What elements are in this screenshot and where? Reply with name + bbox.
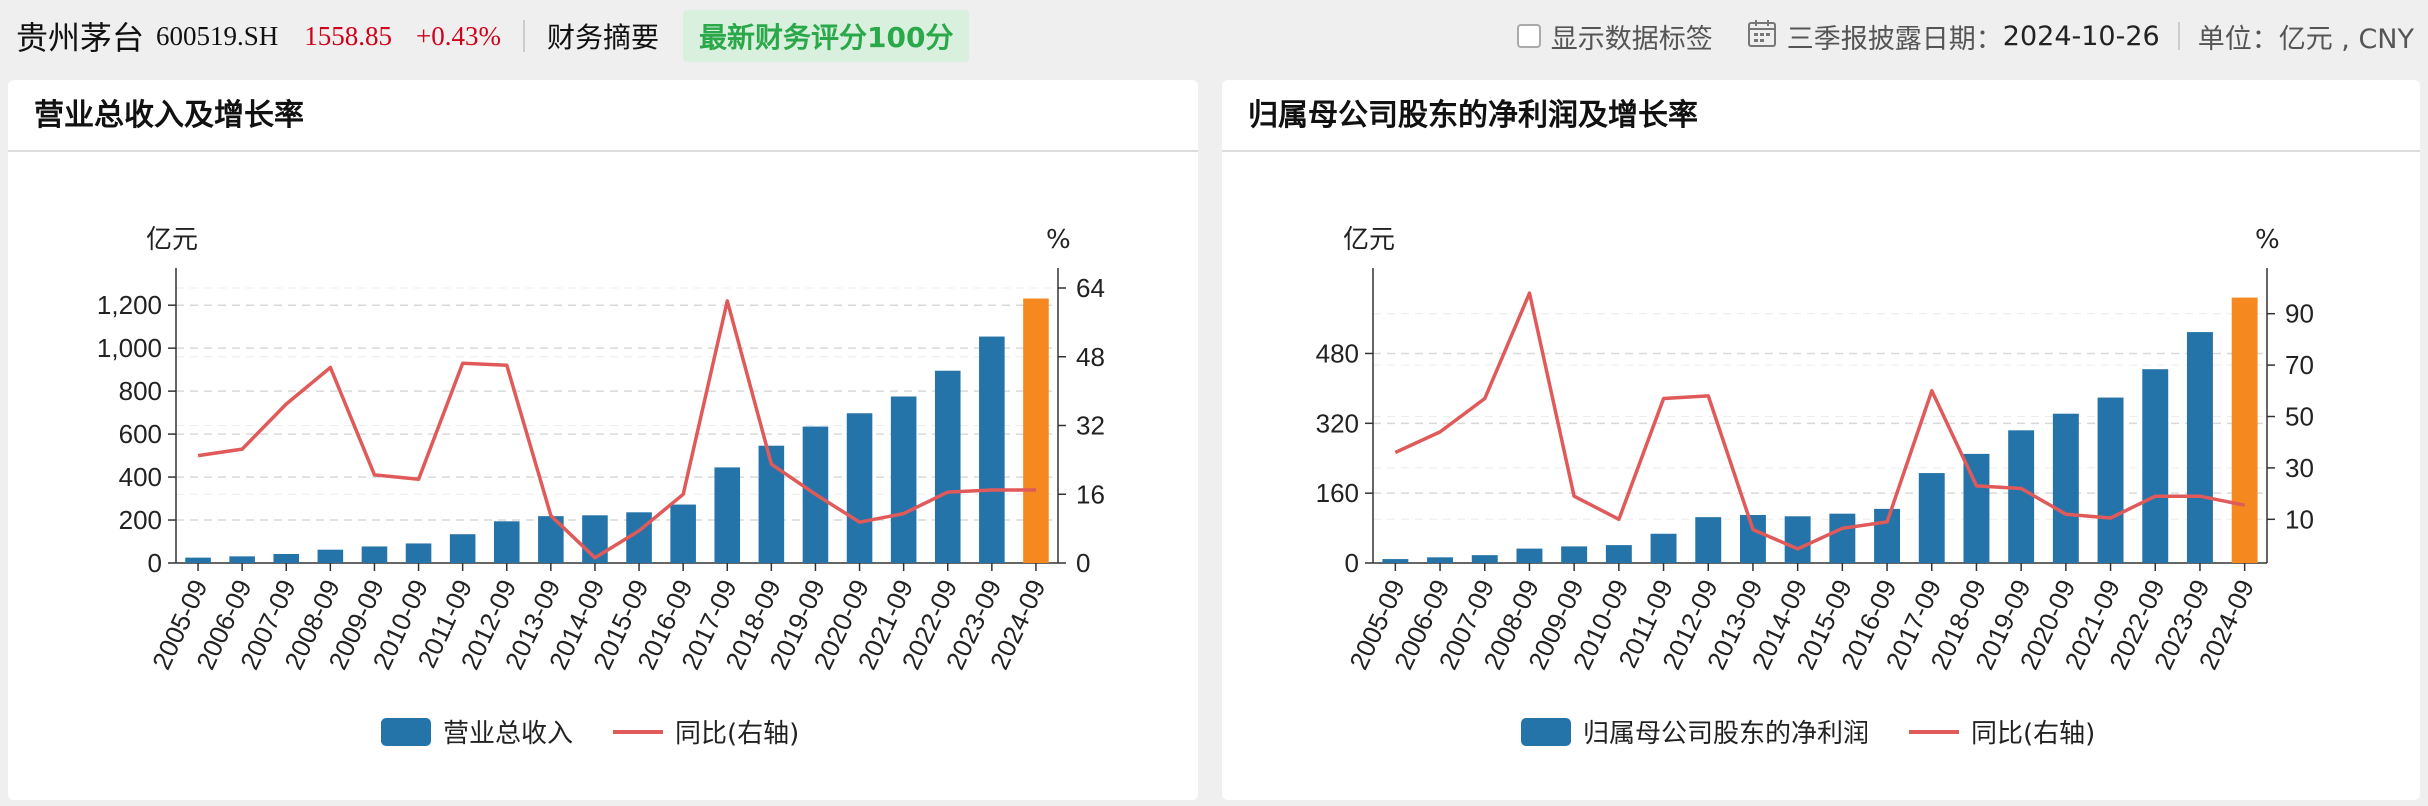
growth-line[interactable] xyxy=(197,299,1036,560)
left-tick-label: 320 xyxy=(1316,408,1359,438)
show-labels-checkbox[interactable] xyxy=(1516,24,1541,48)
legend-label-line[interactable]: 同比(右轴) xyxy=(675,719,799,749)
top-bar: 贵州茅台 600519.SH 1558.85 +0.43% 财务摘要 最新财务评… xyxy=(0,0,2428,72)
bar[interactable] xyxy=(317,549,344,563)
net-profit-chart-panel: 归属母公司股东的净利润及增长率 亿元% 0 160 320 480 10 30 50 70 90 2… xyxy=(1222,80,2420,800)
legend-swatch-bar[interactable] xyxy=(1521,718,1571,746)
title-divider xyxy=(8,150,1198,152)
bar[interactable] xyxy=(714,467,741,563)
bar[interactable] xyxy=(2097,397,2124,563)
left-tick-label: 1,200 xyxy=(97,290,162,320)
bar[interactable] xyxy=(1427,557,1454,563)
right-tick-label: 10 xyxy=(2285,504,2314,534)
bar[interactable] xyxy=(890,396,917,563)
growth-line[interactable] xyxy=(1394,291,2246,551)
bar[interactable] xyxy=(1382,559,1409,563)
stock-name: 贵州茅台 xyxy=(16,19,145,57)
left-tick-label: 160 xyxy=(1316,478,1359,508)
bar[interactable] xyxy=(273,553,300,563)
left-unit-label: 亿元 xyxy=(146,225,198,255)
bar[interactable] xyxy=(229,556,255,563)
left-tick-label: 0 xyxy=(1345,548,1359,578)
bar[interactable] xyxy=(1695,517,1722,563)
toolbar-right: 显示数据标签 三季报披露日期： 2024-10-26 单位：亿元 , CNY xyxy=(1516,0,2414,72)
right-tick-label: 30 xyxy=(2285,453,2314,483)
left-unit-label: 亿元 xyxy=(1343,225,1395,255)
right-tick-label: 70 xyxy=(2285,350,2314,380)
title-divider xyxy=(1222,150,2420,152)
bar[interactable] xyxy=(1963,453,1990,563)
bar[interactable] xyxy=(185,557,211,563)
bar[interactable] xyxy=(405,543,432,563)
financial-score-badge[interactable]: 最新财务评分100分 xyxy=(683,10,970,62)
left-tick-label: 800 xyxy=(119,376,162,406)
stock-price: 1558.85 xyxy=(304,20,393,51)
right-unit-label: % xyxy=(2255,225,2280,255)
right-tick-label: 64 xyxy=(1076,273,1105,303)
bar[interactable] xyxy=(1829,513,1856,563)
divider xyxy=(2177,22,2180,50)
bar[interactable] xyxy=(1650,533,1677,563)
right-tick-label: 0 xyxy=(1076,548,1090,578)
revenue-chart: 亿元 %02004006008001,0001,2000163248642005-… xyxy=(97,225,1105,749)
stock-code: 600519.SH xyxy=(156,20,279,51)
legend: 营业总收入 同比(右轴) xyxy=(381,718,799,749)
right-unit-label: % xyxy=(1046,225,1071,255)
bar[interactable] xyxy=(670,504,696,563)
legend-swatch-bar[interactable] xyxy=(381,718,431,746)
right-tick-label: 50 xyxy=(2285,402,2314,432)
bar[interactable] xyxy=(1918,473,1945,563)
bar[interactable] xyxy=(2186,332,2213,563)
bar[interactable] xyxy=(1739,514,1766,563)
right-tick-label: 32 xyxy=(1076,411,1105,441)
bar[interactable] xyxy=(2231,297,2258,563)
legend: 归属母公司股东的净利润 同比(右轴) xyxy=(1521,718,2095,749)
bar[interactable] xyxy=(934,370,961,563)
bar[interactable] xyxy=(1605,545,1632,563)
right-tick-label: 16 xyxy=(1076,479,1105,509)
left-tick-label: 1,000 xyxy=(97,333,162,363)
net-profit-chart: 亿元 %016032048010305070902005-092006-09200… xyxy=(1316,225,2314,749)
bar[interactable] xyxy=(979,336,1005,563)
right-tick-label: 48 xyxy=(1076,342,1105,372)
bar[interactable] xyxy=(1516,548,1543,563)
bar[interactable] xyxy=(2008,430,2035,563)
left-tick-label: 0 xyxy=(148,548,162,578)
revenue-chart-panel: 营业总收入及增长率 亿元% 0 200 400 600 800 1,000 1,200 0 16 3… xyxy=(8,80,1198,800)
bar[interactable] xyxy=(449,534,476,563)
bar[interactable] xyxy=(2142,369,2169,563)
bar[interactable] xyxy=(582,515,608,563)
chart-title: 营业总收入及增长率 xyxy=(34,98,304,133)
disclosure-date-label: 三季报披露日期： xyxy=(1786,23,2003,55)
unit-label: 单位：亿元 , CNY xyxy=(2197,23,2414,55)
disclosure-date-value: 2024-10-26 xyxy=(2002,20,2160,52)
legend-label-bar[interactable]: 营业总收入 xyxy=(443,719,573,749)
chart-title: 归属母公司股东的净利润及增长率 xyxy=(1248,98,1698,133)
divider xyxy=(523,20,525,52)
bar[interactable] xyxy=(1023,298,1049,563)
stock-info: 贵州茅台 600519.SH 1558.85 +0.43% 财务摘要 最新财务评… xyxy=(16,0,970,72)
left-tick-label: 400 xyxy=(119,462,162,492)
show-labels-label[interactable]: 显示数据标签 xyxy=(1550,23,1713,55)
bar[interactable] xyxy=(1471,555,1498,563)
left-tick-label: 480 xyxy=(1316,338,1359,368)
bar[interactable] xyxy=(1561,546,1588,563)
financial-summary-tab[interactable]: 财务摘要 xyxy=(547,21,660,54)
left-tick-label: 200 xyxy=(119,505,162,535)
bar[interactable] xyxy=(1784,516,1811,563)
bar[interactable] xyxy=(361,546,388,563)
legend-label-line[interactable]: 同比(右轴) xyxy=(1971,719,2095,749)
right-tick-label: 90 xyxy=(2285,299,2314,329)
stock-change: +0.43% xyxy=(416,20,501,51)
calendar-icon xyxy=(1747,18,1777,55)
legend-label-bar[interactable]: 归属母公司股东的净利润 xyxy=(1583,719,1869,749)
bar[interactable] xyxy=(846,413,873,563)
bar[interactable] xyxy=(493,521,520,563)
left-tick-label: 600 xyxy=(119,419,162,449)
bar[interactable] xyxy=(2052,413,2079,563)
